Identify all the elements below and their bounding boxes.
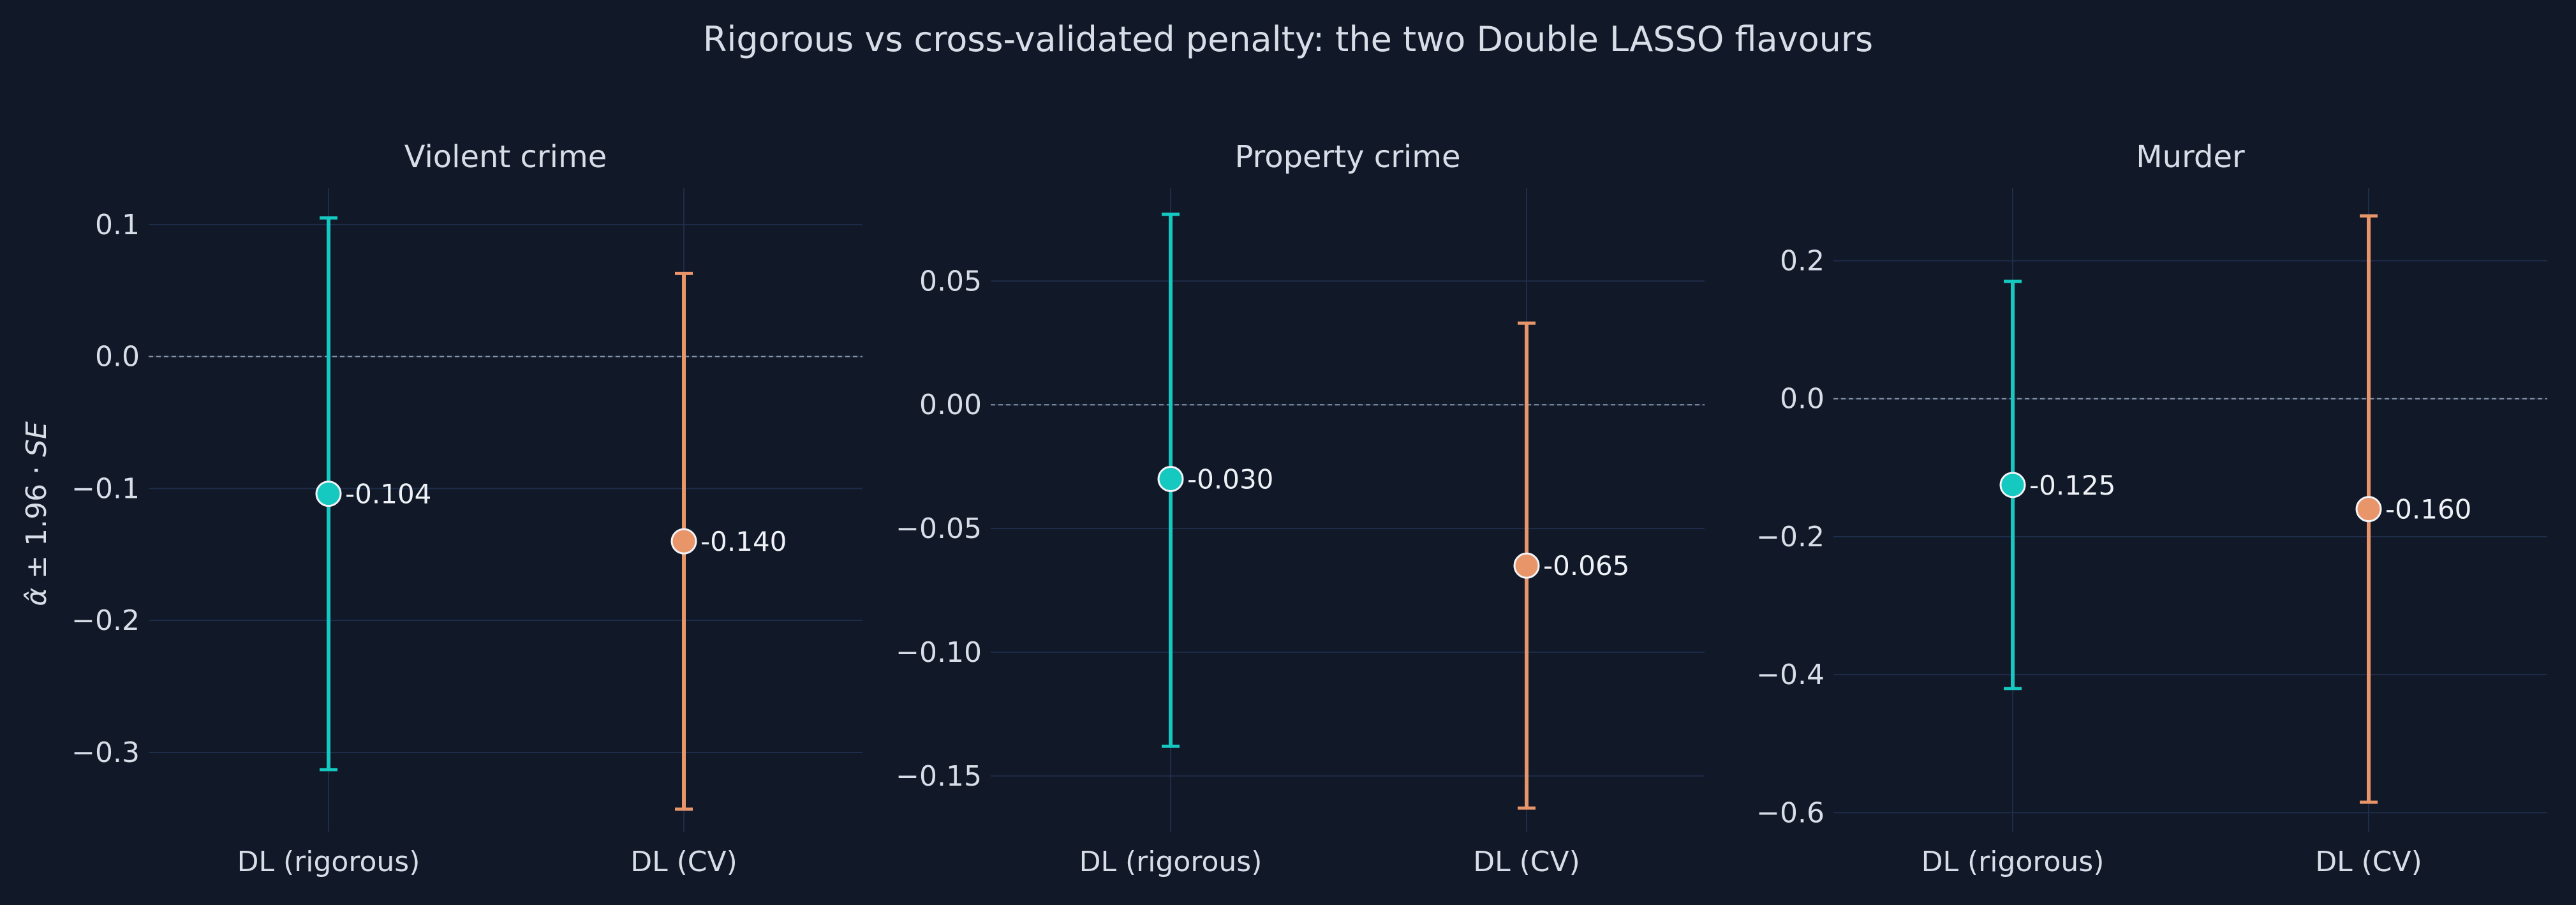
x-tick-label: DL (rigorous) bbox=[1921, 846, 2105, 878]
point-estimate-marker bbox=[670, 528, 697, 555]
x-tick-label: DL (CV) bbox=[630, 846, 737, 878]
panel-title: Violent crime bbox=[404, 139, 607, 175]
panel-3: 0.2 0.0 −0.2 −0.4 −0.6 Murder DL (rigorous) DL … bbox=[1756, 139, 2547, 878]
point-estimate-marker bbox=[1157, 466, 1184, 493]
point-value-label: -0.160 bbox=[2385, 494, 2471, 525]
y-tick-label: −0.2 bbox=[1756, 521, 1825, 553]
figure-title: Rigorous vs cross-validated penalty: the… bbox=[703, 19, 1873, 59]
y-tick-label: −0.6 bbox=[1756, 797, 1825, 829]
y-tick-label: −0.2 bbox=[71, 604, 140, 637]
point-estimate-marker bbox=[315, 481, 342, 507]
point-value-label: -0.140 bbox=[700, 526, 787, 557]
point-estimate-marker bbox=[1999, 472, 2026, 498]
x-tick-label: DL (rigorous) bbox=[1079, 846, 1262, 878]
point-value-label: -0.030 bbox=[1187, 464, 1273, 495]
y-tick-label: −0.4 bbox=[1756, 659, 1825, 691]
point-estimate-marker bbox=[2355, 496, 2382, 523]
point-estimate-marker bbox=[1513, 552, 1540, 579]
point-value-label: -0.104 bbox=[345, 479, 431, 510]
y-tick-label: 0.1 bbox=[95, 209, 140, 241]
y-tick-label: −0.15 bbox=[896, 760, 982, 793]
y-tick-label: 0.2 bbox=[1780, 245, 1825, 278]
y-tick-label: −0.05 bbox=[896, 512, 982, 545]
x-tick-label: DL (CV) bbox=[1473, 846, 1580, 878]
x-tick-label: DL (rigorous) bbox=[237, 846, 420, 878]
y-tick-label: 0.0 bbox=[95, 341, 140, 373]
y-axis-label: α̂ ± 1.96 · SE bbox=[20, 421, 53, 606]
panel-title: Property crime bbox=[1234, 139, 1460, 175]
panel-2: 0.05 0.00 −0.05 −0.10 −0.15 Property crime DL … bbox=[896, 139, 1705, 878]
point-value-label: -0.065 bbox=[1543, 550, 1629, 581]
y-tick-label: 0.0 bbox=[1780, 383, 1825, 415]
y-tick-label: −0.3 bbox=[71, 737, 140, 769]
panels: 0.1 0.0 −0.1 −0.2 −0.3 Violent crime DL (rigor… bbox=[71, 139, 2547, 878]
panel-1: 0.1 0.0 −0.1 −0.2 −0.3 Violent crime DL (rigor… bbox=[71, 139, 862, 878]
y-tick-label: 0.05 bbox=[919, 265, 982, 297]
panel-title: Murder bbox=[2136, 139, 2245, 175]
x-tick-label: DL (CV) bbox=[2315, 846, 2422, 878]
point-value-label: -0.125 bbox=[2029, 470, 2115, 501]
y-tick-label: −0.10 bbox=[896, 636, 982, 669]
y-tick-label: 0.00 bbox=[919, 389, 982, 421]
y-tick-label: −0.1 bbox=[71, 472, 140, 505]
